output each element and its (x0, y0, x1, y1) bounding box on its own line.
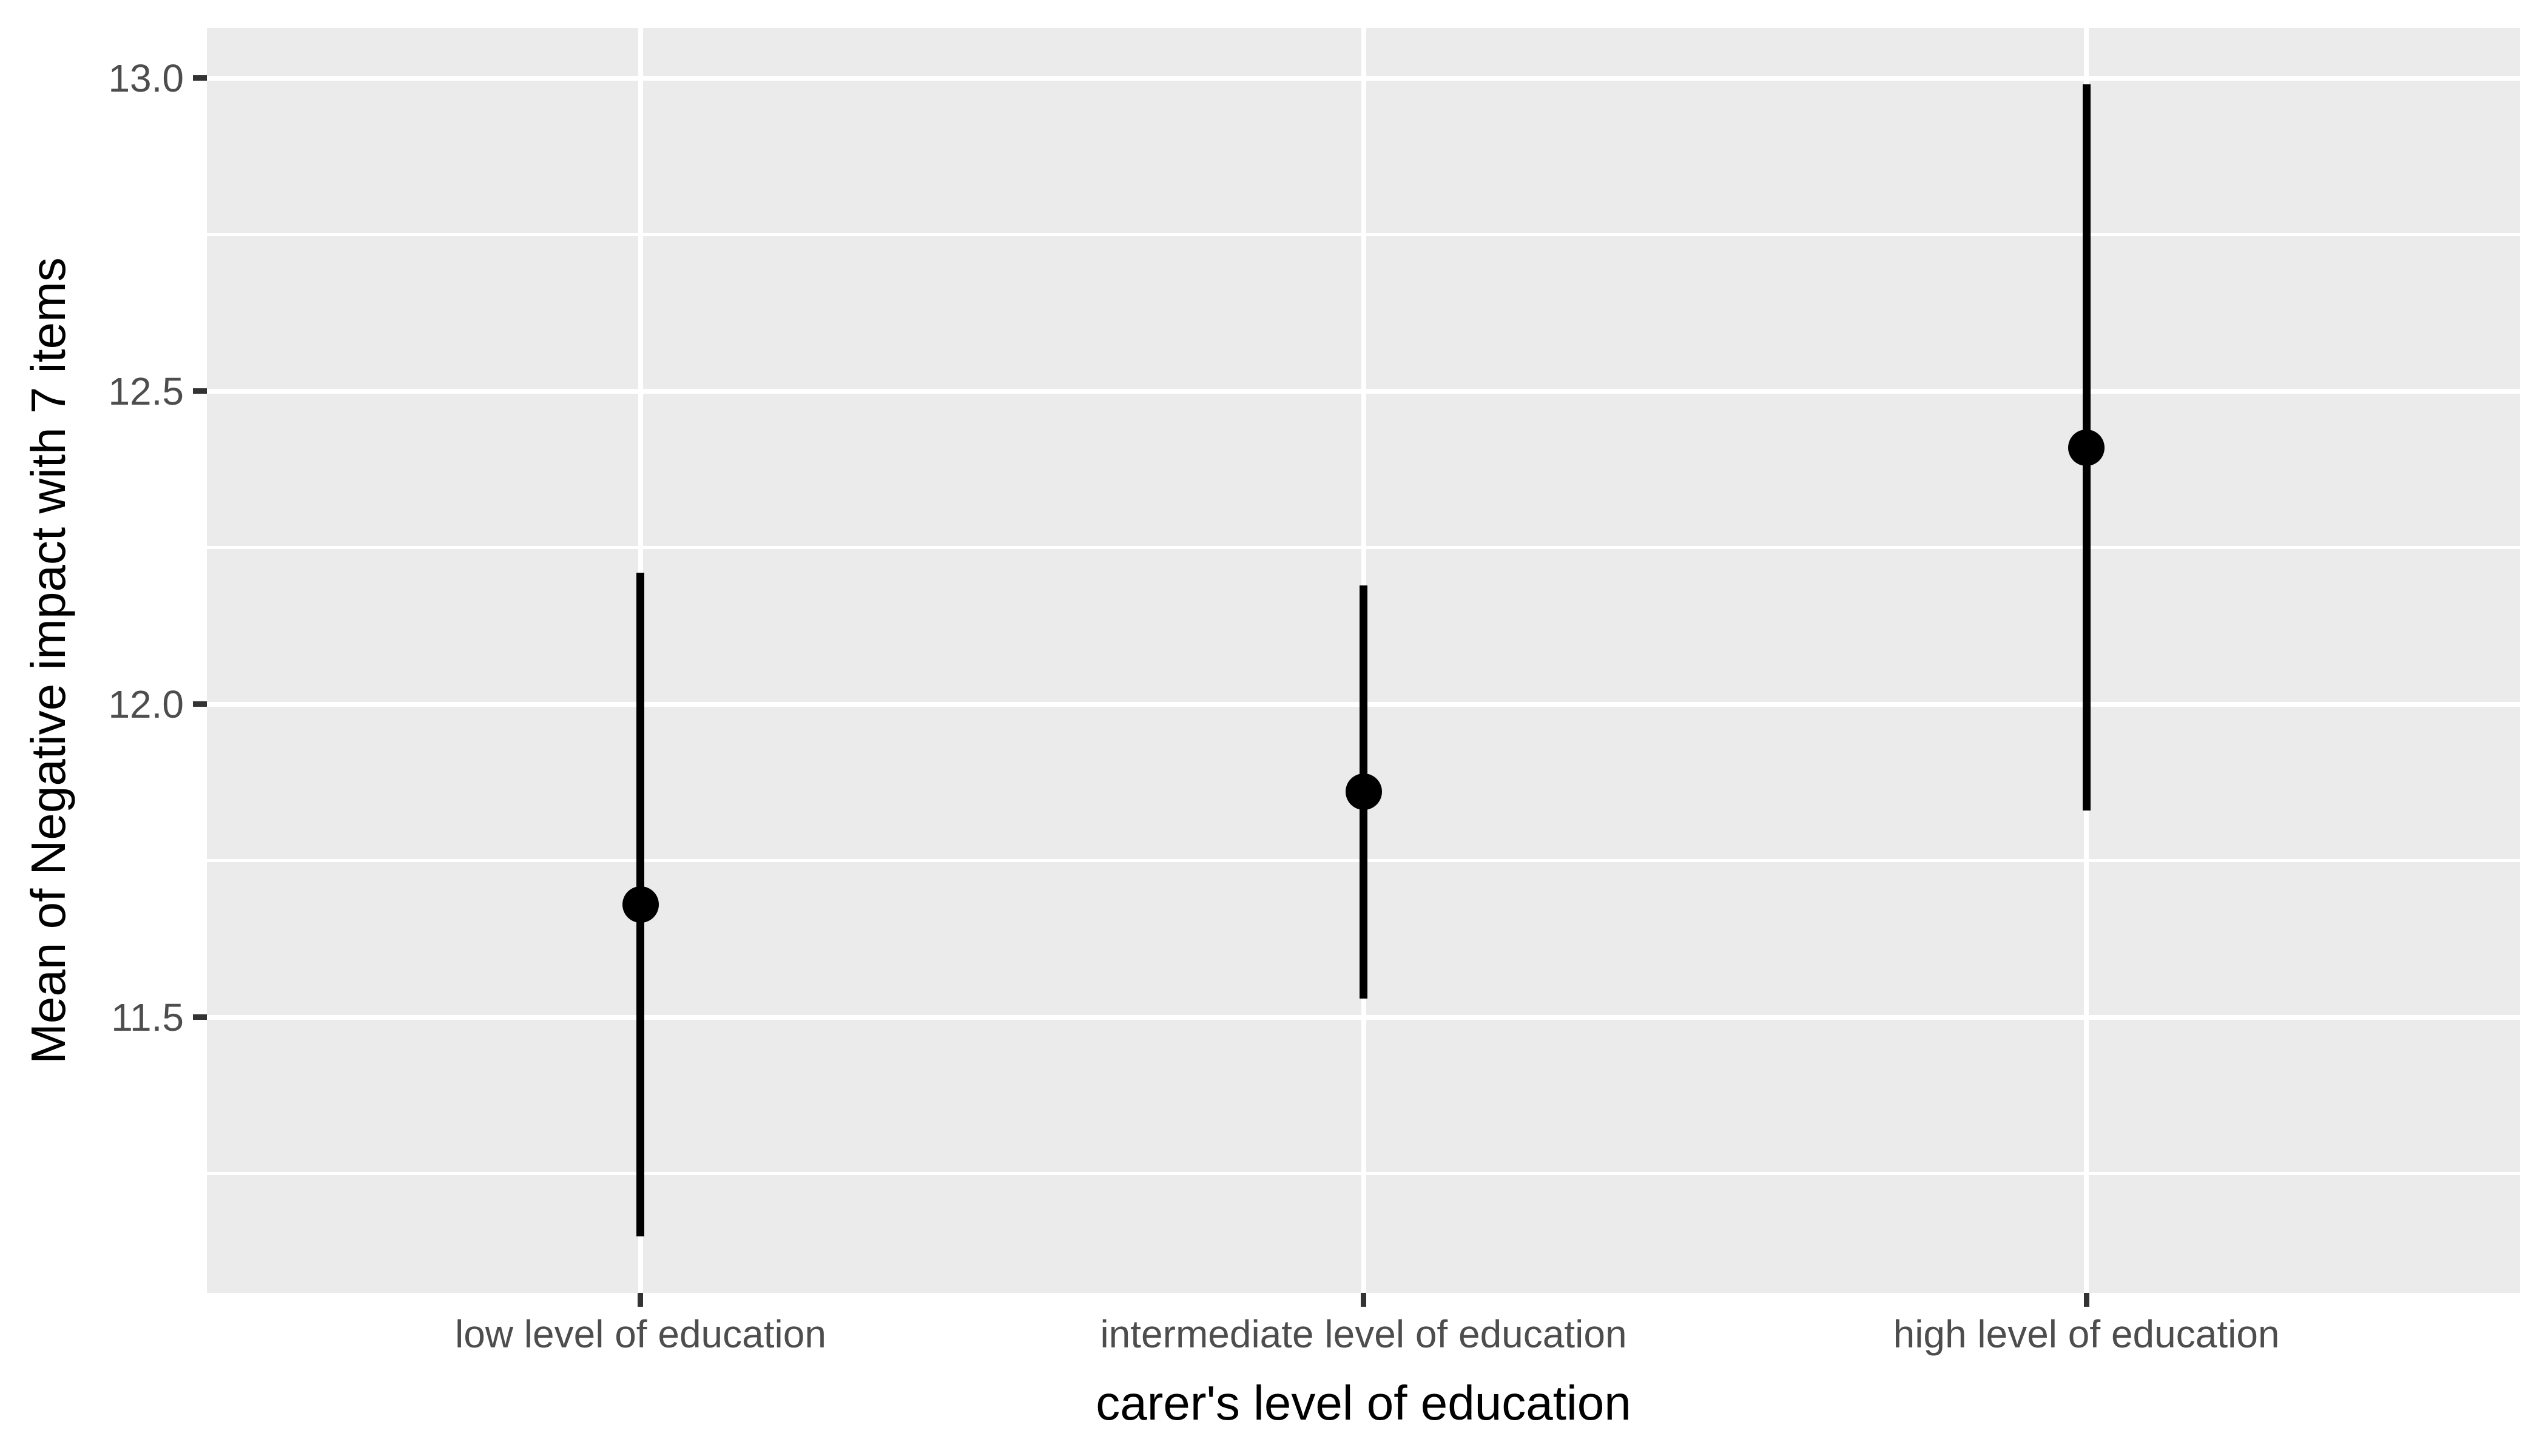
y-axis-tick (193, 388, 207, 394)
x-axis-title: carer's level of education (1096, 1376, 1631, 1430)
y-axis-title: Mean of Negative impact with 7 items (21, 257, 75, 1064)
x-tick-label: low level of education (454, 1312, 826, 1356)
data-point (2068, 429, 2105, 466)
x-axis-tick (1361, 1293, 1366, 1307)
x-axis-tick (2083, 1293, 2089, 1307)
y-axis-tick (193, 701, 207, 707)
data-point (622, 886, 659, 923)
x-axis-tick (638, 1293, 644, 1307)
y-tick-label: 13.0 (108, 56, 184, 100)
x-tick-label: high level of education (1893, 1312, 2280, 1356)
y-tick-label: 11.5 (111, 995, 184, 1039)
y-tick-label: 12.0 (108, 682, 184, 726)
x-tick-label: intermediate level of education (1100, 1312, 1627, 1356)
y-tick-label: 12.5 (108, 369, 184, 413)
data-point (1345, 774, 1382, 811)
y-axis-tick (193, 1014, 207, 1020)
y-axis-tick (193, 75, 207, 81)
